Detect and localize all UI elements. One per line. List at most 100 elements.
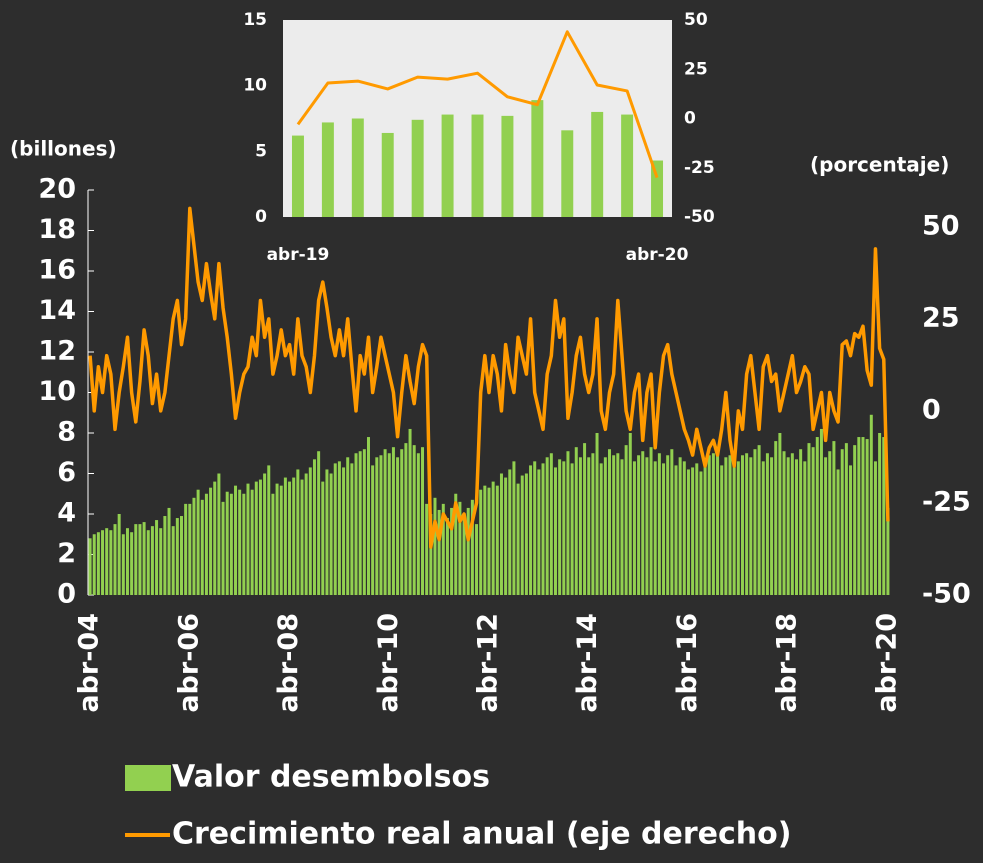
- y-tick-label: 20: [38, 174, 76, 205]
- bar: [209, 487, 213, 595]
- y-tick-label: 15: [243, 10, 267, 30]
- bar: [487, 487, 491, 595]
- bar: [621, 114, 634, 217]
- y-tick-label: 5: [255, 141, 267, 161]
- bar: [819, 428, 823, 595]
- bar: [670, 449, 674, 595]
- bar: [354, 453, 358, 595]
- bar: [545, 457, 549, 595]
- bar: [125, 528, 129, 595]
- bar: [204, 493, 208, 595]
- bar: [761, 461, 765, 595]
- bar: [391, 447, 395, 595]
- line: [296, 30, 659, 179]
- bar: [321, 122, 334, 217]
- bar: [171, 526, 175, 595]
- bar: [728, 455, 732, 595]
- bar: [142, 522, 146, 595]
- bar: [379, 455, 383, 595]
- bar: [292, 477, 296, 595]
- bar: [130, 532, 134, 595]
- bar: [682, 461, 686, 595]
- bar: [196, 489, 200, 595]
- bar: [724, 457, 728, 595]
- y2-tick-label: 50: [684, 10, 708, 30]
- bar: [599, 463, 603, 595]
- bar: [666, 455, 670, 595]
- x-tick-label: abr-20: [626, 245, 689, 265]
- bar: [138, 524, 142, 595]
- bar: [358, 451, 362, 595]
- bar: [587, 457, 591, 595]
- bar: [163, 516, 167, 595]
- bar: [558, 459, 562, 595]
- bar: [574, 447, 578, 595]
- bar: [213, 481, 217, 595]
- x-tick-label: abr-14: [572, 613, 603, 713]
- bar: [795, 459, 798, 595]
- bar: [421, 447, 425, 595]
- bar: [674, 465, 678, 595]
- x-tick-label: abr-20: [871, 613, 902, 713]
- bar: [351, 118, 364, 217]
- bar: [408, 428, 412, 595]
- bar: [217, 473, 221, 595]
- bar: [645, 457, 649, 595]
- y-tick-label: 6: [57, 457, 76, 488]
- bar: [167, 507, 171, 595]
- bar: [188, 503, 192, 595]
- bar: [699, 471, 703, 595]
- bar: [529, 465, 533, 595]
- bar: [296, 469, 300, 595]
- y2-tick-label: 0: [684, 109, 696, 129]
- bar: [246, 483, 250, 595]
- bar: [101, 530, 105, 595]
- bar: [254, 481, 258, 595]
- bar: [381, 132, 394, 217]
- bar: [495, 485, 499, 595]
- bar: [616, 453, 620, 595]
- bar: [445, 518, 449, 595]
- bar: [657, 453, 661, 595]
- bar: [678, 457, 682, 595]
- legend-swatch: [125, 765, 171, 791]
- bar: [749, 457, 753, 595]
- bar: [267, 465, 271, 595]
- bar: [441, 503, 445, 595]
- bar: [317, 451, 321, 595]
- bar: [662, 463, 666, 595]
- bar: [88, 538, 92, 595]
- bar: [184, 503, 188, 595]
- bar: [288, 481, 292, 595]
- bar: [258, 479, 262, 595]
- bar: [150, 526, 154, 595]
- bar: [632, 461, 636, 595]
- bar: [159, 528, 163, 595]
- bar: [229, 493, 233, 595]
- bar: [366, 437, 370, 595]
- bar: [537, 469, 541, 595]
- bar: [824, 457, 828, 595]
- bar: [121, 534, 125, 595]
- bar: [707, 455, 711, 595]
- y-axis-label: (billones): [10, 137, 117, 161]
- bar: [283, 477, 287, 595]
- bar: [383, 449, 387, 595]
- bar: [200, 499, 204, 595]
- line: [88, 206, 890, 549]
- bar: [479, 489, 483, 595]
- bar: [425, 503, 429, 595]
- bar: [250, 489, 254, 595]
- bar: [471, 114, 484, 217]
- bar: [501, 115, 514, 217]
- bar: [620, 459, 624, 595]
- bar: [541, 463, 545, 595]
- bar: [844, 443, 848, 595]
- y-tick-label: 16: [38, 255, 76, 286]
- bar: [508, 469, 512, 595]
- bar: [691, 467, 695, 595]
- bar: [499, 473, 503, 595]
- bar: [583, 443, 587, 595]
- bar: [603, 457, 607, 595]
- bar: [221, 501, 225, 595]
